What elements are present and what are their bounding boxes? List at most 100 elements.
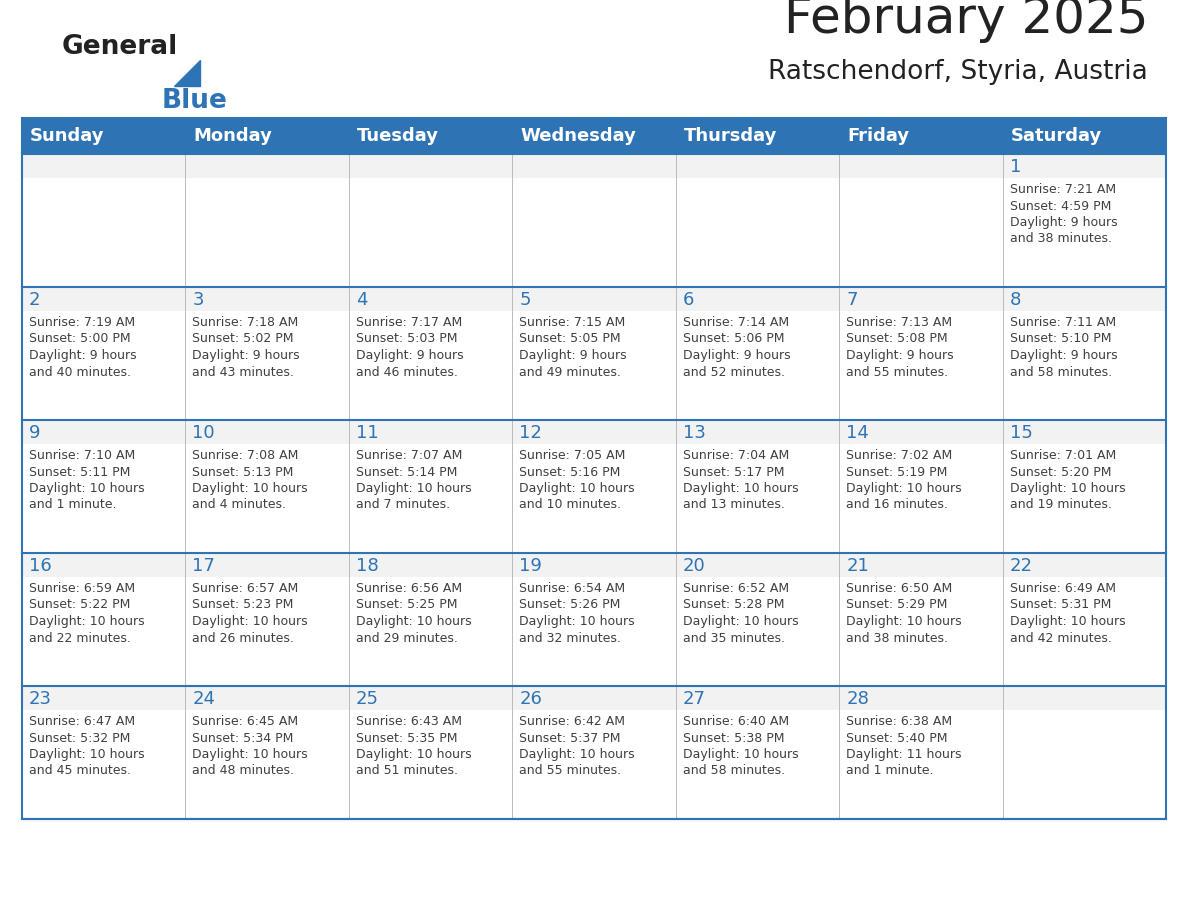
Text: and 29 minutes.: and 29 minutes.	[356, 632, 457, 644]
Text: Sunset: 5:06 PM: Sunset: 5:06 PM	[683, 332, 784, 345]
Text: 20: 20	[683, 557, 706, 575]
Text: Sunset: 5:14 PM: Sunset: 5:14 PM	[356, 465, 457, 478]
Bar	[23, 154, 1165, 287]
Text: 1: 1	[1010, 158, 1020, 176]
Text: Daylight: 10 hours: Daylight: 10 hours	[29, 482, 145, 495]
Text: 15: 15	[1010, 424, 1032, 442]
Text: Sunrise: 7:18 AM: Sunrise: 7:18 AM	[192, 316, 298, 329]
Text: 13: 13	[683, 424, 706, 442]
Text: Sunrise: 6:42 AM: Sunrise: 6:42 AM	[519, 715, 625, 728]
Text: February 2025: February 2025	[784, 0, 1148, 43]
Text: Sunrise: 6:49 AM: Sunrise: 6:49 AM	[1010, 582, 1116, 595]
Text: 28: 28	[846, 690, 868, 708]
Text: Sunset: 5:37 PM: Sunset: 5:37 PM	[519, 732, 621, 744]
Text: Sunset: 5:08 PM: Sunset: 5:08 PM	[846, 332, 948, 345]
Text: 8: 8	[1010, 291, 1020, 309]
Text: Daylight: 10 hours: Daylight: 10 hours	[29, 748, 145, 761]
Text: Daylight: 10 hours: Daylight: 10 hours	[192, 748, 308, 761]
Text: Daylight: 9 hours: Daylight: 9 hours	[29, 349, 137, 362]
Text: and 55 minutes.: and 55 minutes.	[519, 765, 621, 778]
Text: and 43 minutes.: and 43 minutes.	[192, 365, 295, 378]
Text: and 46 minutes.: and 46 minutes.	[356, 365, 457, 378]
Text: and 16 minutes.: and 16 minutes.	[846, 498, 948, 511]
Text: 25: 25	[356, 690, 379, 708]
Text: Sunrise: 7:15 AM: Sunrise: 7:15 AM	[519, 316, 626, 329]
Text: and 35 minutes.: and 35 minutes.	[683, 632, 785, 644]
Text: Sunset: 5:00 PM: Sunset: 5:00 PM	[29, 332, 131, 345]
Bar	[23, 154, 1165, 178]
Text: Sunset: 5:23 PM: Sunset: 5:23 PM	[192, 599, 293, 611]
Text: Sunrise: 7:07 AM: Sunrise: 7:07 AM	[356, 449, 462, 462]
Text: Sunset: 5:03 PM: Sunset: 5:03 PM	[356, 332, 457, 345]
Text: Sunset: 4:59 PM: Sunset: 4:59 PM	[1010, 199, 1111, 212]
Text: and 32 minutes.: and 32 minutes.	[519, 632, 621, 644]
Text: Daylight: 9 hours: Daylight: 9 hours	[683, 349, 790, 362]
Text: Sunset: 5:10 PM: Sunset: 5:10 PM	[1010, 332, 1111, 345]
Text: Sunset: 5:05 PM: Sunset: 5:05 PM	[519, 332, 621, 345]
Text: Sunrise: 6:59 AM: Sunrise: 6:59 AM	[29, 582, 135, 595]
Text: and 42 minutes.: and 42 minutes.	[1010, 632, 1112, 644]
Text: Daylight: 11 hours: Daylight: 11 hours	[846, 748, 961, 761]
Text: and 52 minutes.: and 52 minutes.	[683, 365, 785, 378]
Text: 24: 24	[192, 690, 215, 708]
Text: 23: 23	[29, 690, 52, 708]
Text: Sunrise: 6:50 AM: Sunrise: 6:50 AM	[846, 582, 953, 595]
Bar	[23, 420, 1165, 444]
Text: 19: 19	[519, 557, 542, 575]
Text: Sunrise: 7:02 AM: Sunrise: 7:02 AM	[846, 449, 953, 462]
Text: Tuesday: Tuesday	[356, 127, 438, 145]
Text: Blue: Blue	[162, 88, 228, 114]
Text: Sunset: 5:38 PM: Sunset: 5:38 PM	[683, 732, 784, 744]
Text: and 1 minute.: and 1 minute.	[846, 765, 934, 778]
Text: Ratschendorf, Styria, Austria: Ratschendorf, Styria, Austria	[769, 59, 1148, 85]
Bar	[23, 287, 1165, 420]
Text: Daylight: 10 hours: Daylight: 10 hours	[683, 482, 798, 495]
Bar	[23, 287, 1165, 311]
Text: Daylight: 9 hours: Daylight: 9 hours	[1010, 216, 1117, 229]
Text: Sunset: 5:40 PM: Sunset: 5:40 PM	[846, 732, 948, 744]
Text: and 38 minutes.: and 38 minutes.	[1010, 232, 1112, 245]
Text: 22: 22	[1010, 557, 1032, 575]
Text: Sunrise: 7:19 AM: Sunrise: 7:19 AM	[29, 316, 135, 329]
Text: General: General	[62, 34, 178, 60]
Text: Sunrise: 6:52 AM: Sunrise: 6:52 AM	[683, 582, 789, 595]
Text: Sunrise: 7:08 AM: Sunrise: 7:08 AM	[192, 449, 299, 462]
Text: Friday: Friday	[847, 127, 909, 145]
Text: and 13 minutes.: and 13 minutes.	[683, 498, 784, 511]
Text: Sunset: 5:17 PM: Sunset: 5:17 PM	[683, 465, 784, 478]
Text: Sunrise: 7:10 AM: Sunrise: 7:10 AM	[29, 449, 135, 462]
Bar	[23, 553, 1165, 686]
Polygon shape	[173, 60, 200, 86]
Text: Sunrise: 7:14 AM: Sunrise: 7:14 AM	[683, 316, 789, 329]
Text: Sunday: Sunday	[30, 127, 105, 145]
Text: 14: 14	[846, 424, 868, 442]
Text: Daylight: 10 hours: Daylight: 10 hours	[519, 482, 634, 495]
Text: 7: 7	[846, 291, 858, 309]
Text: Daylight: 10 hours: Daylight: 10 hours	[356, 615, 472, 628]
Text: Sunset: 5:28 PM: Sunset: 5:28 PM	[683, 599, 784, 611]
Bar	[23, 118, 1165, 154]
Text: Sunset: 5:34 PM: Sunset: 5:34 PM	[192, 732, 293, 744]
Text: Daylight: 10 hours: Daylight: 10 hours	[192, 482, 308, 495]
Text: Sunrise: 7:13 AM: Sunrise: 7:13 AM	[846, 316, 953, 329]
Text: Saturday: Saturday	[1011, 127, 1101, 145]
Text: Daylight: 10 hours: Daylight: 10 hours	[519, 748, 634, 761]
Text: Daylight: 10 hours: Daylight: 10 hours	[29, 615, 145, 628]
Text: Daylight: 10 hours: Daylight: 10 hours	[356, 748, 472, 761]
Text: and 4 minutes.: and 4 minutes.	[192, 498, 286, 511]
Bar	[23, 686, 1165, 710]
Text: Daylight: 10 hours: Daylight: 10 hours	[1010, 482, 1125, 495]
Text: 11: 11	[356, 424, 379, 442]
Text: Sunrise: 6:43 AM: Sunrise: 6:43 AM	[356, 715, 462, 728]
Text: and 1 minute.: and 1 minute.	[29, 498, 116, 511]
Text: Sunset: 5:26 PM: Sunset: 5:26 PM	[519, 599, 620, 611]
Text: Sunset: 5:29 PM: Sunset: 5:29 PM	[846, 599, 948, 611]
Text: Sunrise: 6:38 AM: Sunrise: 6:38 AM	[846, 715, 953, 728]
Text: 6: 6	[683, 291, 694, 309]
Text: Sunrise: 6:45 AM: Sunrise: 6:45 AM	[192, 715, 298, 728]
Text: and 55 minutes.: and 55 minutes.	[846, 365, 948, 378]
Text: and 51 minutes.: and 51 minutes.	[356, 765, 457, 778]
Text: Daylight: 10 hours: Daylight: 10 hours	[683, 615, 798, 628]
Text: and 58 minutes.: and 58 minutes.	[683, 765, 785, 778]
Text: Sunset: 5:16 PM: Sunset: 5:16 PM	[519, 465, 620, 478]
